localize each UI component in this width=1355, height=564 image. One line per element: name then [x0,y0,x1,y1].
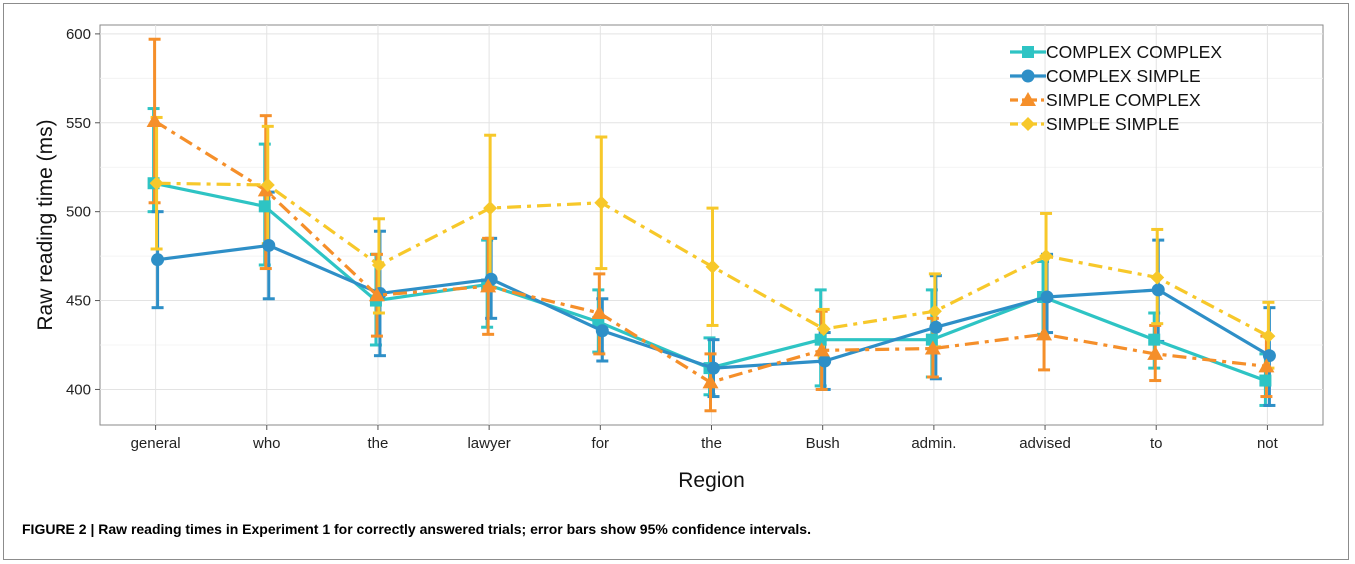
x-tick-label: the [368,435,389,452]
data-point [816,322,831,336]
data-point [707,361,720,375]
figure-frame [3,3,1349,560]
x-tick-label: advised [1019,435,1071,452]
data-point [929,320,943,334]
data-point [1258,358,1275,373]
data-point [925,333,938,346]
data-point [149,176,164,191]
data-point [924,340,941,355]
data-point [480,278,497,293]
legend: COMPLEX COMPLEX COMPLEX SIMPLE SIMPLE COMP… [1010,42,1222,134]
data-point [151,253,165,267]
data-point [371,258,386,272]
y-axis-title: Raw reading time (ms) [34,119,57,330]
data-point [1262,349,1276,363]
data-point [258,200,271,213]
legend-marker [1021,117,1035,131]
data-point [813,342,830,357]
x-tick-label: general [131,435,181,452]
x-tick-label: for [592,435,610,452]
legend-item: SIMPLE COMPLEX [1010,90,1201,110]
legend-label: COMPLEX SIMPLE [1046,66,1201,86]
legend-marker [1021,69,1035,83]
legend-marker [1020,92,1036,106]
y-tick-label: 550 [66,115,91,132]
line-chart: 400 450 500 550 600 general who the lawyer for the… [34,24,1324,492]
data-point [1040,290,1054,304]
data-point [1147,345,1164,360]
x-tick-label: lawyer [467,435,510,452]
legend-label: SIMPLE SIMPLE [1046,114,1179,134]
data-point [595,324,609,338]
x-tick-label: to [1150,435,1163,452]
data-point [1150,270,1165,285]
x-tick-label: Bush [806,435,840,452]
legend-label: COMPLEX COMPLEX [1046,42,1222,62]
legend-item: SIMPLE SIMPLE [1010,114,1179,134]
y-tick-label: 500 [66,204,91,221]
data-point [368,287,385,302]
data-point [146,113,163,127]
data-point [927,304,942,319]
data-point [1036,326,1053,341]
data-point [1151,283,1165,297]
legend-item: COMPLEX SIMPLE [1010,66,1201,86]
y-tick-label: 450 [66,293,91,310]
legend-label: SIMPLE COMPLEX [1046,90,1201,110]
data-point [260,178,275,192]
legend-marker [1022,46,1034,58]
data-point [705,259,720,274]
x-tick-label: the [701,435,722,452]
data-point [1039,249,1054,264]
data-point [814,333,827,346]
data-point [594,195,609,210]
data-point [1259,374,1272,387]
x-axis-title: Region [678,469,745,492]
y-tick-label: 600 [66,26,91,43]
data-point [483,201,498,216]
data-point [591,305,608,319]
data-point [1148,333,1161,346]
y-tick-label: 400 [66,381,91,398]
data-point [818,354,832,368]
data-point [1261,329,1276,344]
data-point [262,238,276,252]
figure-caption: FIGURE 2 | Raw reading times in Experime… [22,521,811,537]
legend-item: COMPLEX COMPLEX [1010,42,1222,62]
x-tick-label: admin. [911,435,956,452]
x-tick-label: not [1257,435,1279,452]
data-point [702,374,719,389]
x-tick-label: who [252,435,281,452]
series-simple-simple [149,176,1276,344]
